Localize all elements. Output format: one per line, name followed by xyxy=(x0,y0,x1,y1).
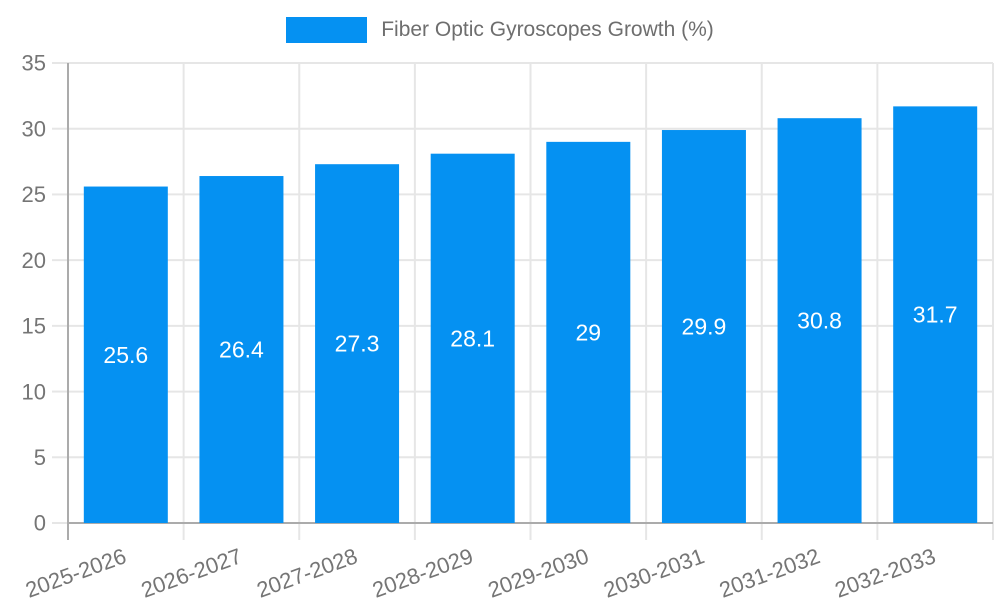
bar xyxy=(777,118,862,523)
y-tick-label: 20 xyxy=(22,248,46,273)
bar-value-label: 27.3 xyxy=(335,331,380,357)
x-tick-label: 2027-2028 xyxy=(253,543,360,600)
y-tick-label: 5 xyxy=(34,445,46,470)
bar-value-label: 30.8 xyxy=(797,308,842,334)
bar xyxy=(893,106,978,523)
bar xyxy=(199,176,284,523)
y-tick-label: 0 xyxy=(34,511,46,536)
legend: Fiber Optic Gyroscopes Growth (%) xyxy=(0,17,1000,43)
y-tick-label: 25 xyxy=(22,182,46,207)
bar-value-label: 28.1 xyxy=(450,325,495,351)
y-tick-label: 10 xyxy=(22,379,46,404)
y-tick-label: 30 xyxy=(22,116,46,141)
x-tick-label: 2030-2031 xyxy=(600,543,707,600)
y-tick-label: 35 xyxy=(22,51,46,76)
x-tick-label: 2031-2032 xyxy=(716,543,823,600)
bar-value-label: 25.6 xyxy=(103,342,148,368)
bar xyxy=(546,141,631,523)
x-tick-label: 2026-2027 xyxy=(138,543,245,600)
bar xyxy=(430,153,515,523)
x-tick-label: 2029-2030 xyxy=(485,543,592,600)
bar-value-label: 26.4 xyxy=(219,337,264,363)
bar-value-label: 29 xyxy=(576,319,602,345)
x-tick-label: 2025-2026 xyxy=(22,543,129,600)
bar xyxy=(83,186,168,524)
x-tick-label: 2032-2033 xyxy=(831,543,938,600)
bar xyxy=(315,164,400,523)
y-tick-label: 15 xyxy=(22,314,46,339)
legend-item[interactable]: Fiber Optic Gyroscopes Growth (%) xyxy=(286,17,714,43)
bar-value-label: 31.7 xyxy=(913,302,958,328)
legend-swatch-icon xyxy=(286,17,368,43)
bar xyxy=(661,130,746,523)
x-tick-label: 2028-2029 xyxy=(369,543,476,600)
bar-value-label: 29.9 xyxy=(682,314,727,340)
legend-label: Fiber Optic Gyroscopes Growth (%) xyxy=(381,18,714,41)
